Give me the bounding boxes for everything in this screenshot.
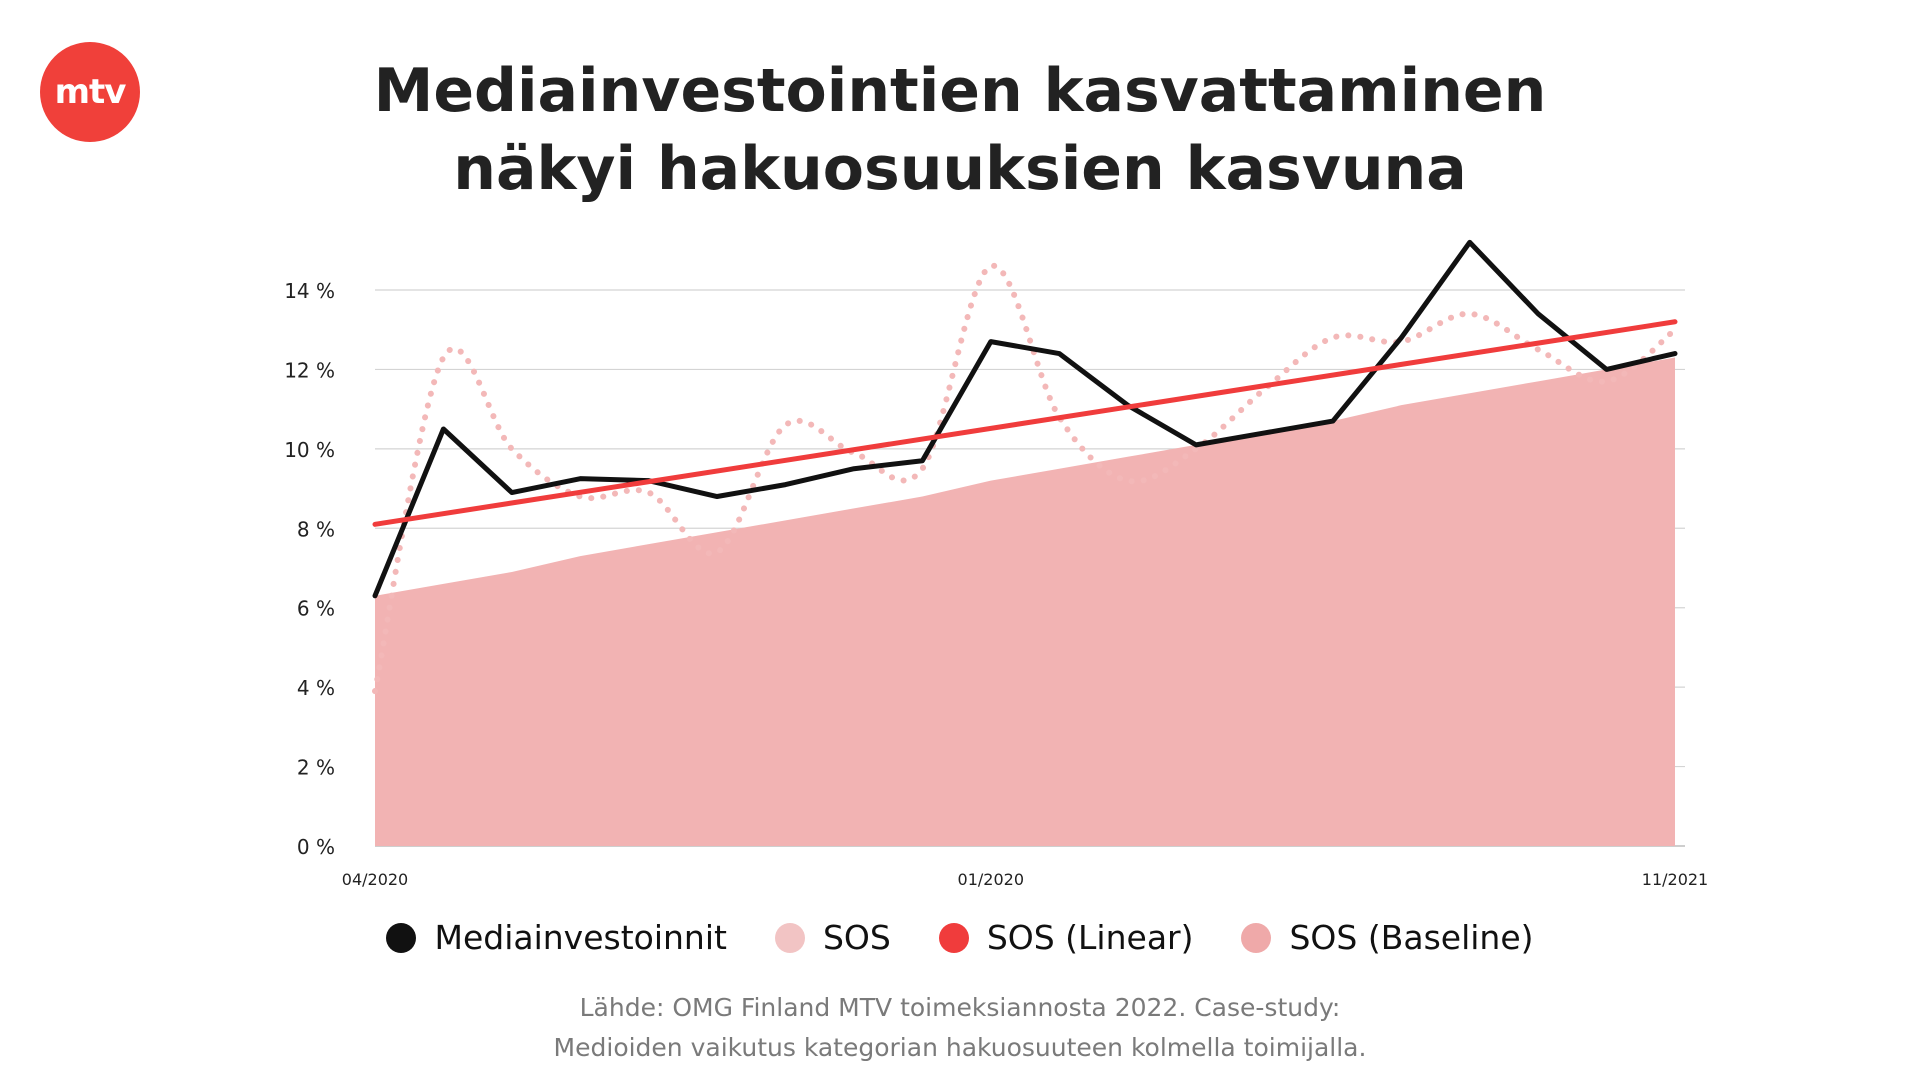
legend-item-sos-baseline: SOS (Baseline)	[1241, 918, 1534, 957]
source-note: Lähde: OMG Finland MTV toimeksiannosta 2…	[0, 988, 1920, 1068]
chart-title-line-2: näkyi hakuosuuksien kasvuna	[453, 134, 1467, 204]
y-tick-label: 2 %	[297, 756, 335, 780]
series-line-sos-linear	[372, 319, 1678, 527]
y-tick-label: 10 %	[284, 438, 335, 462]
chart-title: Mediainvestointien kasvattaminen näkyi h…	[0, 52, 1920, 208]
y-tick-label: 6 %	[297, 597, 335, 621]
y-tick-label: 4 %	[297, 676, 335, 700]
red-dot-icon	[938, 922, 969, 953]
chart-title-line-1: Mediainvestointien kasvattaminen	[373, 56, 1547, 126]
legend-label: SOS (Baseline)	[1289, 918, 1534, 957]
legend-label: SOS (Linear)	[986, 918, 1194, 957]
series-area-sos-baseline	[375, 357, 1675, 846]
legend-item-sos: SOS	[774, 918, 891, 957]
x-tick-label: 04/2020	[342, 870, 408, 889]
series-line-mediainvestoinnit	[372, 239, 1678, 599]
y-tick-label: 8 %	[297, 517, 335, 541]
y-tick-label: 12 %	[284, 358, 335, 382]
series-line-sos	[372, 263, 1678, 695]
x-tick-label: 11/2021	[1642, 870, 1708, 889]
x-tick-label: 01/2020	[958, 870, 1024, 889]
legend-item-sos-linear: SOS (Linear)	[938, 918, 1194, 957]
light-pink-dot-icon	[774, 922, 805, 953]
mtv-logo-text: mtv	[54, 72, 127, 112]
source-line-2: Medioiden vaikutus kategorian hakuosuute…	[553, 1033, 1367, 1062]
y-tick-label: 14 %	[284, 279, 335, 303]
pink-dot-icon	[1241, 922, 1272, 953]
chart-legend: Mediainvestoinnit SOS SOS (Linear) SOS (…	[0, 918, 1920, 957]
source-line-1: Lähde: OMG Finland MTV toimeksiannosta 2…	[579, 993, 1341, 1022]
mtv-logo: mtv	[40, 42, 140, 142]
legend-label: Mediainvestoinnit	[434, 918, 727, 957]
legend-item-mediainvestoinnit: Mediainvestoinnit	[386, 918, 727, 957]
legend-label: SOS	[822, 918, 891, 957]
y-tick-label: 0 %	[297, 835, 335, 859]
black-dot-icon	[386, 922, 417, 953]
